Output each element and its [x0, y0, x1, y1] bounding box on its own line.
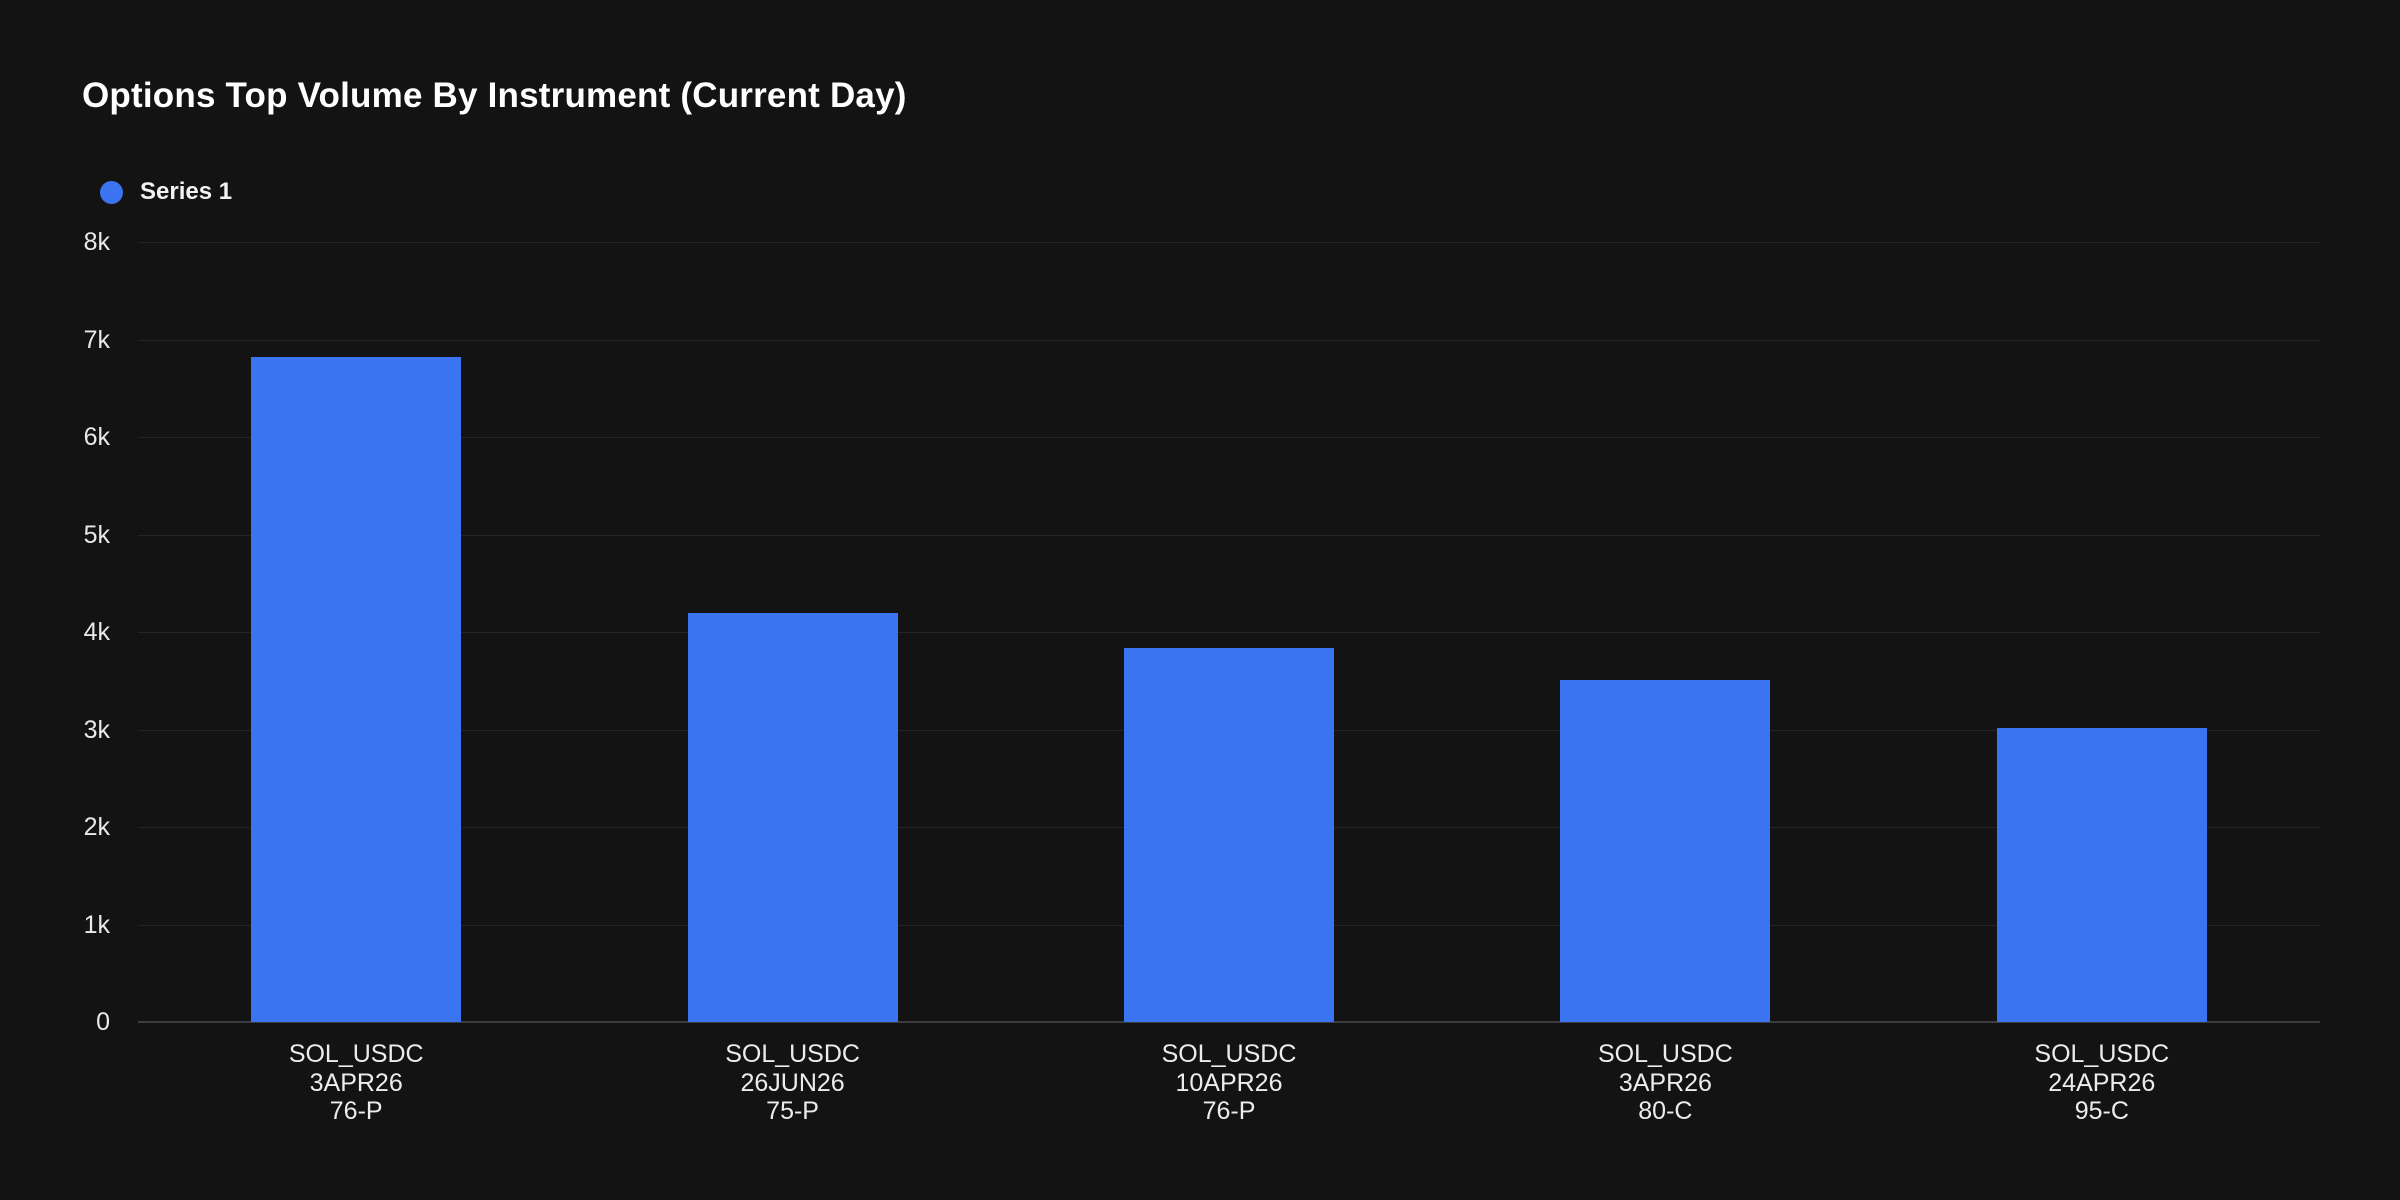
x-axis-label-2: SOL_USDC26JUN2675-P: [574, 1040, 1010, 1126]
gridline-6k: [138, 437, 2320, 438]
chart-title: Options Top Volume By Instrument (Curren…: [82, 76, 907, 116]
legend-dot-icon: [100, 181, 123, 204]
legend-item-series-1[interactable]: Series 1: [100, 180, 232, 204]
x-axis-label-line: 95-C: [1884, 1097, 2320, 1126]
gridline-7k: [138, 340, 2320, 341]
legend-label: Series 1: [140, 180, 232, 204]
x-axis-label-line: SOL_USDC: [1447, 1040, 1883, 1069]
bar-SOL_USDC-3APR26-80-C[interactable]: [1560, 680, 1770, 1022]
y-tick-label-8k: 8k: [0, 228, 110, 256]
x-axis-label-line: 26JUN26: [574, 1069, 1010, 1098]
y-tick-label-5k: 5k: [0, 521, 110, 549]
bar-SOL_USDC-26JUN26-75-P[interactable]: [688, 613, 898, 1023]
x-axis-label-line: 10APR26: [1011, 1069, 1447, 1098]
x-axis-label-1: SOL_USDC3APR2676-P: [138, 1040, 574, 1126]
x-axis-label-line: 76-P: [138, 1097, 574, 1126]
y-tick-label-2k: 2k: [0, 813, 110, 841]
legend: Series 1: [100, 180, 232, 204]
chart-canvas: Options Top Volume By Instrument (Curren…: [0, 0, 2400, 1200]
gridline-8k: [138, 242, 2320, 243]
y-tick-label-0: 0: [0, 1008, 110, 1036]
y-tick-label-7k: 7k: [0, 326, 110, 354]
x-axis-label-line: SOL_USDC: [1884, 1040, 2320, 1069]
bar-SOL_USDC-10APR26-76-P[interactable]: [1124, 648, 1334, 1022]
x-axis-label-3: SOL_USDC10APR2676-P: [1011, 1040, 1447, 1126]
x-axis-label-line: SOL_USDC: [574, 1040, 1010, 1069]
y-tick-label-6k: 6k: [0, 423, 110, 451]
x-axis-label-line: 3APR26: [1447, 1069, 1883, 1098]
x-axis-label-5: SOL_USDC24APR2695-C: [1884, 1040, 2320, 1126]
gridline-4k: [138, 632, 2320, 633]
x-axis-label-line: 76-P: [1011, 1097, 1447, 1126]
y-tick-label-4k: 4k: [0, 618, 110, 646]
y-tick-label-1k: 1k: [0, 911, 110, 939]
x-axis-label-4: SOL_USDC3APR2680-C: [1447, 1040, 1883, 1126]
x-axis-label-line: 80-C: [1447, 1097, 1883, 1126]
x-axis-label-line: 3APR26: [138, 1069, 574, 1098]
gridline-5k: [138, 535, 2320, 536]
x-axis-label-line: 75-P: [574, 1097, 1010, 1126]
x-axis-label-line: SOL_USDC: [138, 1040, 574, 1069]
bar-SOL_USDC-3APR26-76-P[interactable]: [251, 357, 461, 1022]
bar-SOL_USDC-24APR26-95-C[interactable]: [1997, 728, 2207, 1022]
y-tick-label-3k: 3k: [0, 716, 110, 744]
x-axis-label-line: SOL_USDC: [1011, 1040, 1447, 1069]
x-axis-label-line: 24APR26: [1884, 1069, 2320, 1098]
